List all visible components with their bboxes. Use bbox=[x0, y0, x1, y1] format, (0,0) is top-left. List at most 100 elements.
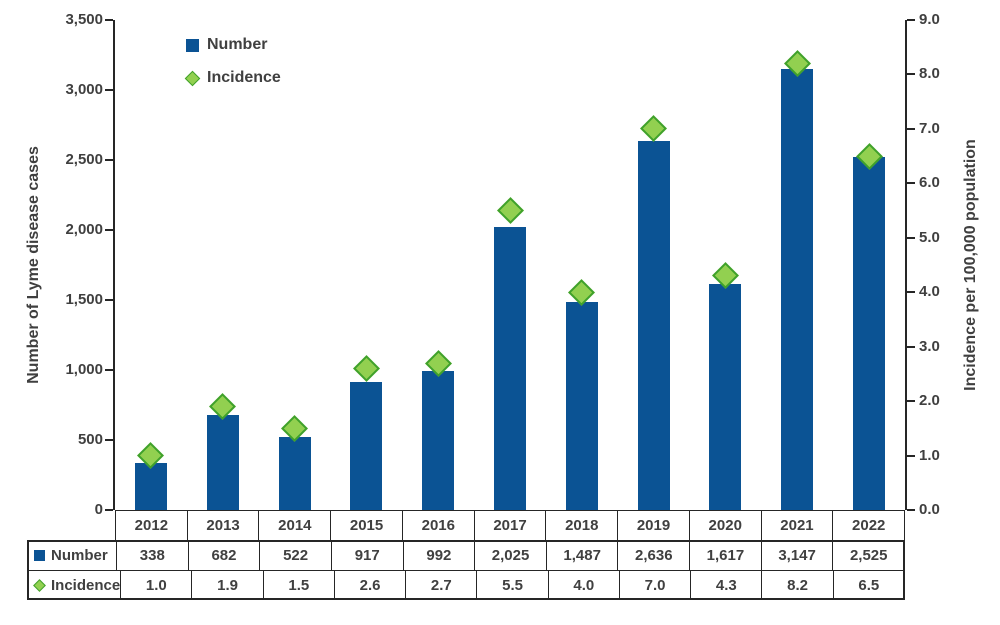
left-tick-label: 3,500 bbox=[65, 11, 103, 28]
value-cell: 522 bbox=[259, 541, 331, 570]
right-tick-mark bbox=[907, 454, 915, 457]
right-tick-label: 0.0 bbox=[919, 501, 940, 518]
right-tick-mark bbox=[907, 19, 915, 21]
left-tick-label: 2,000 bbox=[65, 221, 103, 238]
table-row-number: Number 338 682 522 917 992 2,025 1,487 2,636 1,61… bbox=[27, 540, 905, 570]
incidence-marker-2017 bbox=[496, 197, 524, 224]
legend-label: Incidence bbox=[207, 69, 281, 86]
number-legend-square-icon bbox=[34, 550, 45, 561]
right-tick-mark bbox=[907, 182, 915, 185]
left-tick-mark bbox=[105, 439, 113, 441]
year-cell: 2018 bbox=[545, 511, 618, 540]
value-cell: 4.0 bbox=[547, 571, 619, 599]
right-tick-mark bbox=[907, 236, 915, 239]
right-tick-label: 4.0 bbox=[919, 283, 940, 301]
left-tick-mark bbox=[105, 299, 113, 301]
incidence-legend-diamond-icon bbox=[33, 578, 46, 592]
value-cell: 1,617 bbox=[689, 541, 761, 570]
left-axis-title: Number of Lyme disease cases bbox=[25, 146, 42, 384]
left-axis-line bbox=[113, 20, 115, 510]
bar-2013 bbox=[206, 414, 239, 510]
right-tick-label: 3.0 bbox=[919, 337, 940, 355]
value-cell: 2.7 bbox=[405, 571, 477, 599]
year-cell: 2022 bbox=[832, 511, 905, 540]
right-tick-label: 1.0 bbox=[919, 446, 940, 464]
bar-2020 bbox=[709, 283, 742, 510]
left-tick-label: 1,000 bbox=[65, 361, 103, 378]
bar-2012 bbox=[134, 462, 167, 510]
right-tick-mark bbox=[907, 291, 915, 294]
left-tick-label: 1,500 bbox=[65, 291, 103, 308]
right-tick-label: 7.0 bbox=[919, 119, 940, 137]
right-tick-mark bbox=[907, 509, 915, 511]
value-cell: 3,147 bbox=[760, 541, 833, 570]
left-tick-mark bbox=[105, 159, 113, 161]
value-cell: 917 bbox=[330, 541, 403, 570]
incidence-legend-diamond-icon bbox=[184, 70, 201, 86]
legend: Number Incidence bbox=[184, 36, 281, 87]
value-cell: 992 bbox=[402, 541, 475, 570]
value-cell: 338 bbox=[116, 541, 188, 570]
year-cell: 2021 bbox=[760, 511, 833, 540]
year-cell: 2016 bbox=[401, 511, 474, 540]
right-tick-mark bbox=[907, 345, 915, 348]
legend-item-number: Number bbox=[186, 36, 281, 54]
right-tick-mark bbox=[907, 127, 915, 130]
bar-2021 bbox=[781, 69, 814, 510]
year-cell: 2017 bbox=[473, 511, 546, 540]
right-tick-mark bbox=[907, 73, 915, 76]
value-cell: 1.0 bbox=[120, 571, 192, 599]
year-cell: 2012 bbox=[116, 511, 187, 540]
bar-2017 bbox=[494, 226, 526, 510]
right-tick-label: 6.0 bbox=[919, 174, 940, 192]
right-axis-line bbox=[905, 20, 907, 510]
left-tick-mark bbox=[105, 19, 113, 21]
value-cell: 4.3 bbox=[690, 571, 762, 599]
number-legend-square-icon bbox=[186, 38, 199, 52]
year-cell: 2013 bbox=[186, 511, 259, 540]
left-tick-mark bbox=[105, 509, 113, 511]
bar-2022 bbox=[853, 156, 886, 510]
value-cell: 8.2 bbox=[761, 571, 833, 599]
value-cell: 1,487 bbox=[545, 541, 618, 570]
row-label-incidence: Incidence bbox=[28, 571, 121, 599]
legend-item-incidence: Incidence bbox=[184, 69, 281, 87]
right-tick-label: 2.0 bbox=[919, 392, 940, 410]
value-cell: 1.9 bbox=[191, 571, 263, 599]
value-cell: 7.0 bbox=[618, 571, 691, 599]
value-cell: 682 bbox=[187, 541, 260, 570]
year-cell: 2014 bbox=[258, 511, 331, 540]
table-year-row: 2012 2013 2014 2015 2016 2017 2018 2019 2020 2021… bbox=[115, 510, 905, 540]
legend-label: Number bbox=[207, 36, 268, 53]
left-tick-mark bbox=[105, 229, 113, 231]
left-tick-mark bbox=[105, 369, 113, 371]
year-cell: 2020 bbox=[688, 511, 761, 540]
left-tick-label: 500 bbox=[77, 431, 103, 448]
left-tick-label: 0 bbox=[94, 501, 103, 518]
right-tick-label: 8.0 bbox=[919, 65, 940, 83]
row-label-number: Number bbox=[28, 541, 116, 570]
value-cell: 2,525 bbox=[832, 541, 905, 570]
year-cell: 2019 bbox=[617, 511, 689, 540]
value-cell: 2.6 bbox=[333, 571, 406, 599]
bar-2014 bbox=[278, 436, 311, 510]
value-cell: 1.5 bbox=[262, 571, 334, 599]
bar-2015 bbox=[350, 381, 383, 510]
bar-2016 bbox=[422, 371, 455, 510]
left-tick-label: 2,500 bbox=[65, 151, 103, 168]
right-tick-label: 9.0 bbox=[919, 11, 940, 28]
value-cell: 5.5 bbox=[476, 571, 548, 599]
incidence-marker-2015 bbox=[352, 355, 380, 382]
bar-2019 bbox=[637, 140, 670, 510]
row-label-text: Incidence bbox=[51, 576, 121, 594]
incidence-marker-2019 bbox=[640, 115, 668, 143]
value-cell: 6.5 bbox=[832, 571, 904, 599]
left-tick-mark bbox=[105, 89, 113, 91]
left-tick-label: 3,000 bbox=[65, 81, 103, 98]
year-cell: 2015 bbox=[330, 511, 402, 540]
right-tick-mark bbox=[907, 400, 915, 403]
right-tick-label: 5.0 bbox=[919, 228, 940, 246]
table-row-incidence: Incidence 1.0 1.9 1.5 2.6 2.7 5.5 4.0 7.0 4.3 8.2 6… bbox=[27, 570, 905, 600]
row-label-text: Number bbox=[51, 547, 108, 564]
